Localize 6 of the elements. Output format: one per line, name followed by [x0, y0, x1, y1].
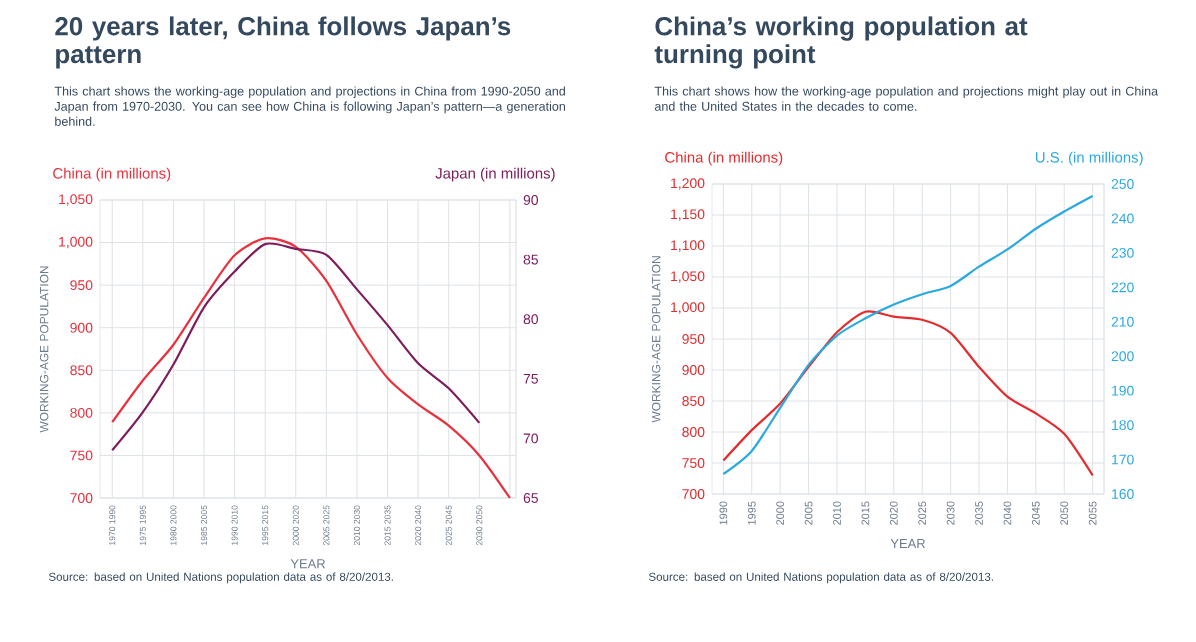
line-series	[722, 194, 1094, 476]
line-series	[111, 237, 511, 500]
line-series	[722, 310, 1094, 477]
chart-title: 20 years later, China follows Japan’s pattern	[55, 16, 511, 69]
line-series	[111, 242, 481, 452]
chart-title: China’s working population at turning point	[654, 16, 1028, 69]
